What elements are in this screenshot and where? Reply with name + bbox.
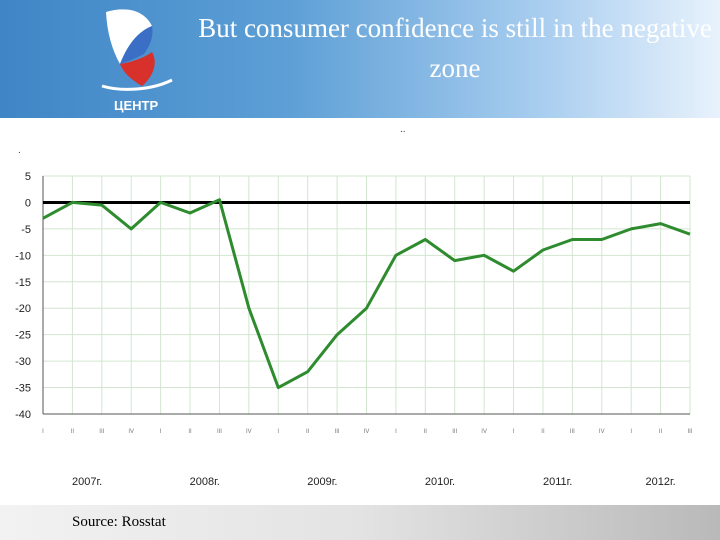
slide-footer	[0, 505, 720, 540]
year-label: 2007г.	[72, 476, 102, 488]
x-axis-ticks: I II III IV I II III IV I II III IV I II III IV I II III IV…	[42, 429, 693, 435]
y-tick-label: 5	[25, 171, 31, 183]
x-tick-label: III	[570, 429, 575, 435]
x-tick-label: III	[217, 429, 222, 435]
x-tick-label: II	[541, 429, 545, 435]
x-tick-label: II	[659, 429, 663, 435]
slide-header: ЦЕНТР But consumer confidence is still i…	[0, 0, 720, 118]
x-tick-label: I	[277, 429, 279, 435]
x-tick-label: III	[452, 429, 457, 435]
y-tick-label: -30	[15, 356, 31, 368]
year-label: 2012г.	[645, 476, 675, 488]
x-tick-label: I	[513, 429, 515, 435]
x-tick-label: III	[335, 429, 340, 435]
x-axis-years: 2007г. 2008г. 2009г. 2010г. 2011г. 2012г.	[72, 476, 676, 488]
year-label: 2010г.	[425, 476, 455, 488]
series-line	[42, 198, 691, 390]
logo-sail-white	[106, 9, 152, 64]
x-tick-label: IV	[364, 429, 370, 435]
y-tick-label: -10	[15, 250, 31, 262]
year-label: 2009г.	[307, 476, 337, 488]
x-tick-label: IV	[599, 429, 605, 435]
year-label: 2008г.	[190, 476, 220, 488]
x-tick-label: I	[160, 429, 162, 435]
y-tick-label: -25	[15, 330, 31, 342]
centr-logo: ЦЕНТР	[101, 9, 173, 113]
stray-mark: .	[18, 145, 21, 156]
x-tick-label: III	[687, 429, 692, 435]
y-tick-label: -35	[15, 383, 31, 395]
x-tick-label: IV	[128, 429, 134, 435]
x-tick-label: I	[630, 429, 632, 435]
year-label: 2011г.	[543, 476, 572, 488]
y-axis-ticks: 5 0 -5 -10 -15 -20 -25 -30 -35 -40	[15, 171, 31, 421]
source-note: Source: Rosstat	[72, 514, 166, 530]
y-tick-label: -15	[15, 277, 31, 289]
y-tick-label: -5	[21, 224, 31, 236]
stray-mark: ..	[400, 124, 406, 135]
x-tick-label: II	[71, 429, 75, 435]
x-tick-label: II	[188, 429, 192, 435]
x-tick-label: II	[424, 429, 428, 435]
y-tick-label: -20	[15, 303, 31, 315]
x-tick-label: I	[42, 429, 44, 435]
logo-sail-red	[120, 52, 155, 86]
x-tick-label: IV	[246, 429, 252, 435]
slide-title: But consumer confidence is still in the …	[198, 13, 712, 83]
x-tick-label: III	[99, 429, 104, 435]
y-tick-label: -40	[15, 409, 31, 421]
x-tick-label: I	[395, 429, 397, 435]
y-tick-label: 0	[25, 197, 31, 209]
consumer-confidence-chart: 50-5-10-15-20-25-30-35-40 I II III IV I II III…	[15, 171, 693, 488]
logo-sail-blue	[120, 26, 153, 64]
logo-hull	[101, 78, 173, 91]
x-tick-label: IV	[481, 429, 487, 435]
x-tick-label: II	[306, 429, 310, 435]
chart-grid	[42, 175, 691, 415]
logo-text: ЦЕНТР	[114, 98, 158, 113]
